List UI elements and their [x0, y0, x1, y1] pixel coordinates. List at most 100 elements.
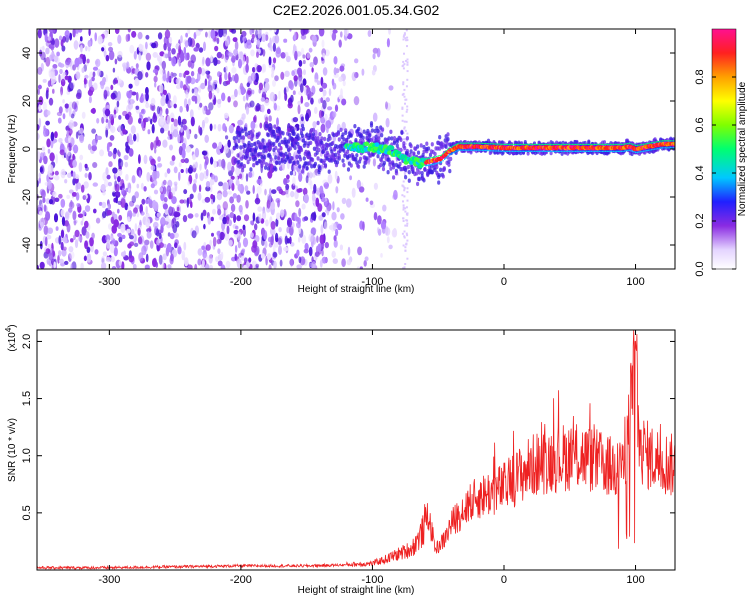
spectrogram-track-edge — [489, 143, 492, 145]
spectrogram-speckle — [292, 170, 296, 177]
spectrogram-speckle — [101, 262, 107, 269]
spectrogram-track-edge — [582, 143, 585, 145]
spectrogram-speckle — [64, 103, 70, 109]
spectrogram-track-edge — [508, 150, 510, 152]
spectrogram-speckle — [204, 117, 209, 124]
spectrogram-speckle — [228, 72, 231, 82]
snr-x-tick-label: -100 — [361, 574, 383, 586]
spectrogram-speckle — [286, 226, 290, 234]
spectrogram-speckle — [232, 193, 238, 199]
spectrogram-speckle — [406, 191, 409, 194]
spectrogram-speckle — [402, 83, 405, 86]
spectrogram-speckle — [97, 35, 103, 45]
spectrogram-track-edge — [522, 143, 525, 145]
spectrogram-speckle — [334, 170, 338, 180]
spectrogram-track-edge — [620, 150, 623, 152]
spectrogram-speckle — [337, 223, 342, 231]
spectrogram-speckle — [208, 102, 214, 111]
spectrogram-track-edge — [472, 149, 474, 151]
spectrogram-speckle — [91, 232, 95, 239]
spectrogram-track-edge — [647, 142, 649, 144]
spectrogram-track-edge — [527, 150, 529, 152]
spectrogram-track-edge — [538, 143, 540, 145]
spectrogram-speckle — [118, 151, 121, 157]
spectrogram-speckle — [133, 207, 138, 214]
spectrogram-speckle — [212, 142, 218, 149]
spectrogram-speckle — [346, 259, 352, 266]
spectrogram-speckle — [46, 110, 51, 116]
spectrogram-speckle — [315, 197, 320, 207]
spectrogram-speckle — [234, 88, 238, 98]
spectrogram-speckle — [278, 90, 281, 100]
spectrogram-speckle — [235, 167, 241, 176]
spectrogram-speckle — [369, 200, 374, 206]
spectrogram-speckle — [354, 72, 359, 79]
spectrogram-track-edge — [461, 142, 463, 144]
spectrogram-speckle — [91, 76, 95, 82]
spectrogram-track-edge — [636, 144, 638, 146]
spectrogram-track-halo — [399, 137, 403, 142]
spectrogram-track-edge — [573, 150, 575, 152]
spectrogram-speckle — [406, 70, 409, 73]
spectrogram-speckle — [347, 246, 351, 256]
spectrogram-speckle — [402, 185, 405, 188]
spectrogram-speckle — [182, 125, 188, 131]
spectrogram-speckle — [225, 65, 228, 73]
spectrogram-speckle — [109, 114, 114, 121]
spectrogram-track-halo — [277, 126, 281, 132]
spectrogram-speckle — [168, 206, 173, 216]
spectrogram-speckle — [311, 193, 316, 202]
spectrogram-speckle — [217, 208, 222, 216]
spectrogram-speckle — [80, 262, 84, 269]
spectrogram-track-edge — [576, 150, 578, 152]
spectrogram-speckle — [223, 143, 229, 154]
spectrogram-track-halo — [402, 141, 406, 146]
spectrogram-speckle — [222, 123, 227, 132]
spectrogram-track-halo — [241, 135, 246, 140]
spectrogram-speckle — [95, 217, 101, 224]
spectrogram-speckle — [60, 198, 66, 208]
spectrogram-track-halo — [368, 133, 372, 138]
spectrogram-track-edge — [491, 150, 493, 152]
spectrogram-speckle — [173, 95, 177, 105]
spectrogram-track-edge — [538, 150, 540, 152]
spectrogram-speckle — [299, 119, 305, 126]
spectrogram-speckle — [324, 242, 329, 249]
spectrogram-speckle — [405, 243, 408, 246]
spectrogram-track-edge — [657, 141, 659, 143]
spectrogram-track-halo — [265, 142, 270, 147]
spectrogram-speckle — [166, 243, 172, 253]
spectrogram-track-edge — [526, 150, 528, 152]
spectrogram-speckle — [40, 221, 44, 229]
spectrogram-track-edge — [485, 142, 487, 145]
spectrogram-track-halo — [561, 140, 565, 146]
spectrogram-speckle — [49, 247, 53, 253]
spectrogram-speckle — [175, 78, 179, 84]
spectrogram-track-halo — [412, 151, 416, 156]
spectrogram-speckle — [94, 249, 99, 255]
spectrogram-speckle — [194, 213, 199, 218]
spectrogram-speckle — [362, 221, 365, 231]
spectrogram-track-halo — [469, 150, 473, 155]
spectrogram-track-halo — [252, 152, 256, 157]
spectrogram-speckle — [385, 101, 388, 110]
spectrogram-speckle — [110, 84, 114, 90]
spectrogram-speckle — [190, 77, 196, 85]
spectrogram-speckle — [264, 78, 270, 83]
spectrogram-track-edge — [567, 143, 569, 145]
spectrogram-speckle — [220, 251, 224, 260]
spectrogram-track-halo — [262, 160, 266, 165]
spectrogram-speckle — [231, 67, 237, 74]
spectrogram-track-edge — [549, 150, 552, 152]
spectrogram-track-halo — [430, 142, 434, 147]
spectrogram-speckle — [292, 164, 296, 172]
spectrogram-speckle — [179, 106, 183, 113]
snr-y-tick-label: 2.0 — [21, 334, 33, 349]
spectrogram-track-halo — [250, 142, 254, 148]
spectrogram-speckle — [127, 216, 131, 223]
spectrogram-speckle — [195, 78, 199, 83]
spectrogram-speckle — [105, 54, 110, 62]
spectrogram-speckle — [311, 67, 314, 73]
spectrogram-track-edge — [639, 144, 641, 146]
spectrogram-speckle — [402, 217, 405, 220]
